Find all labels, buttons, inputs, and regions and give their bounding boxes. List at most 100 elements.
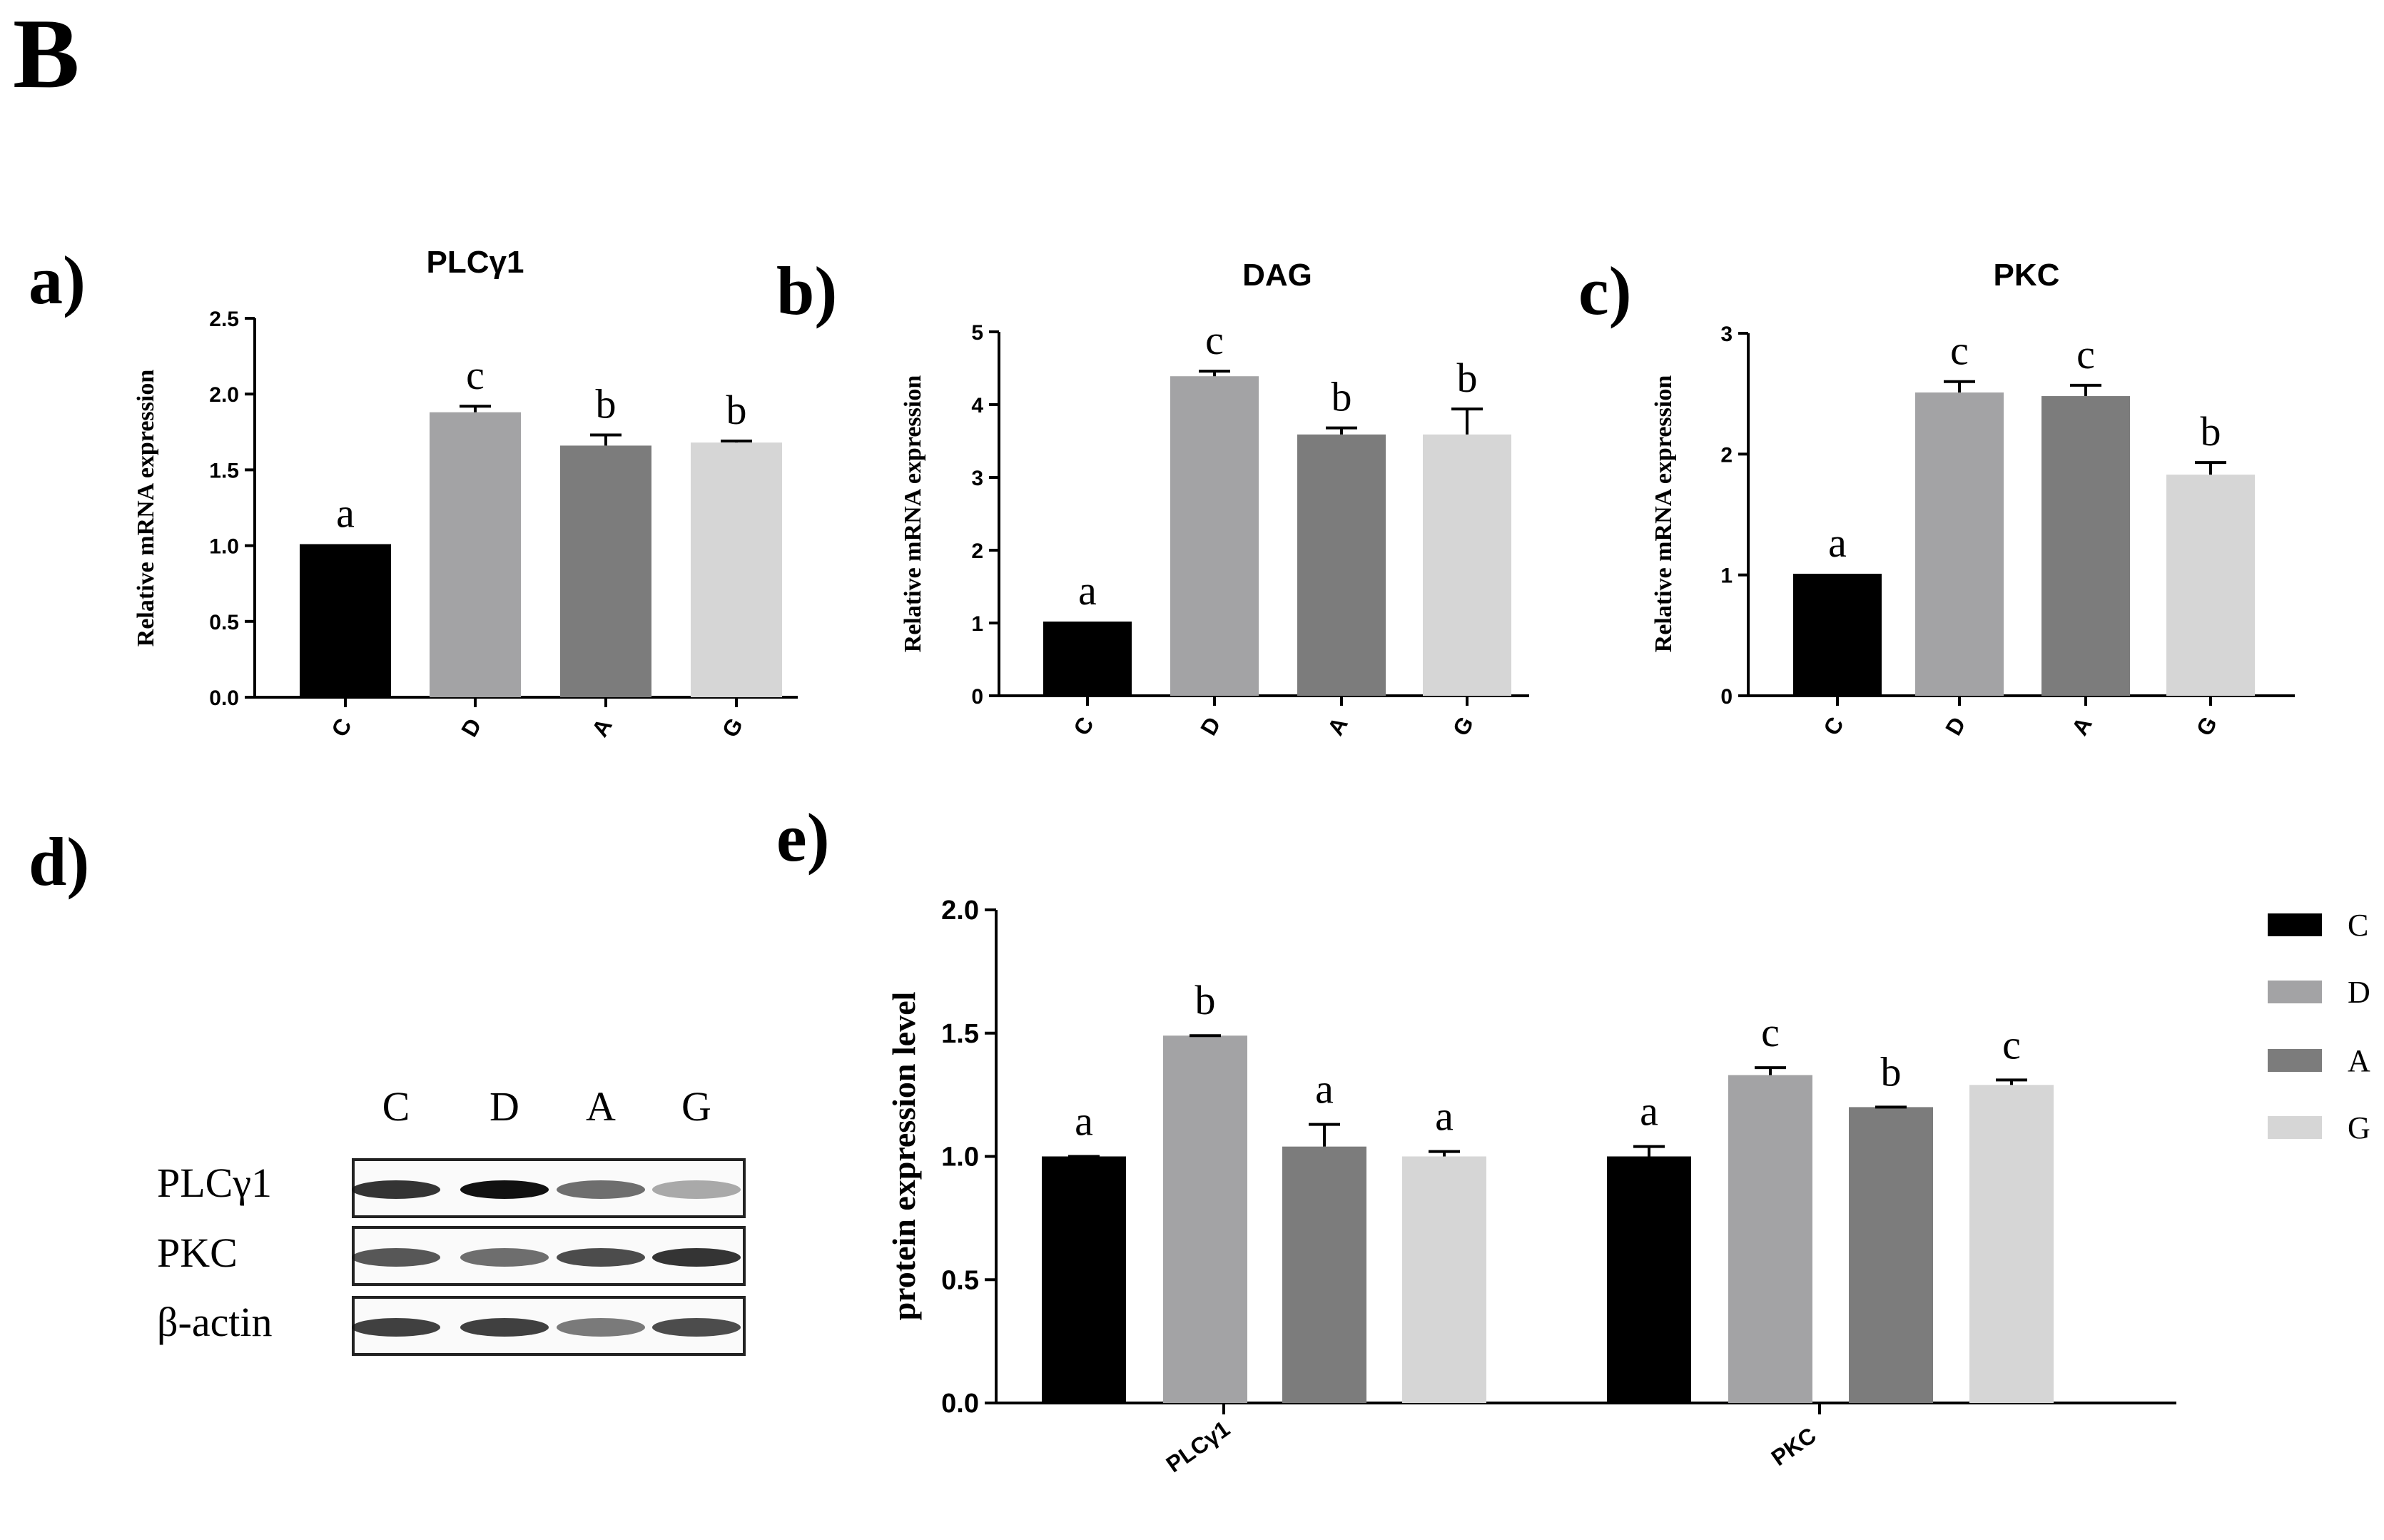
- panel-b-sig-A: b: [1332, 374, 1352, 420]
- panel-b-xtick-G: G: [1448, 712, 1479, 741]
- panel-b-ytick-label: 3: [971, 467, 983, 490]
- panel-a-ytick-label: 1.5: [209, 459, 239, 482]
- panel-a-ytick-label: 2.0: [209, 383, 239, 407]
- panel-c-bar-C: [1793, 573, 1882, 696]
- panel-a-ytick-label: 2.5: [209, 308, 239, 331]
- blot-band-0-0: [352, 1180, 440, 1199]
- panel-e-bar-plcg1-G: [1402, 1156, 1486, 1403]
- panel-a-xtick-A: A: [587, 714, 617, 741]
- panel-a-label: a): [29, 242, 86, 318]
- blot-lane-label-C: C: [382, 1083, 410, 1130]
- panel-e-ytick-label: 0.5: [941, 1265, 979, 1295]
- panel-c-xtick-A: A: [2066, 712, 2097, 739]
- panel-e-ytick-label: 2.0: [941, 896, 979, 926]
- blot-lane-label-G: G: [681, 1083, 711, 1130]
- panel-e-label: e): [776, 799, 830, 876]
- blot-band-0-3: [652, 1180, 741, 1199]
- panel-a-bar-C: [300, 544, 391, 697]
- blot-lane-label-D: D: [490, 1083, 519, 1130]
- panel-b-ytick-label: 1: [971, 612, 983, 636]
- panel-d-label: d): [29, 824, 89, 900]
- panel-b-sig-D: c: [1205, 317, 1224, 363]
- panel-e-ytick-label: 0.0: [941, 1389, 979, 1419]
- blot-row-label-1: PKC: [157, 1230, 238, 1276]
- blot-band-1-3: [652, 1248, 741, 1267]
- panel-d-western-blot: d) C D A G PLCγ1 PKC β-actin: [29, 824, 746, 1356]
- panel-e-sig: a: [1640, 1088, 1658, 1135]
- blot-band-2-1: [460, 1318, 549, 1337]
- panel-c-sig-G: b: [2201, 408, 2221, 455]
- panel-b-xtick-D: D: [1195, 712, 1226, 739]
- panel-a-ytick-label: 0.5: [209, 611, 239, 634]
- panel-c-ytick-label: 3: [1720, 323, 1733, 346]
- panel-a-sig-D: c: [466, 352, 485, 398]
- panel-e-sig: c: [1761, 1009, 1780, 1055]
- legend-label-C: C: [2348, 908, 2368, 943]
- panel-c-xtick-D: D: [1940, 712, 1971, 739]
- panel-e-group-label-1: PKC: [1767, 1422, 1821, 1471]
- panel-c-mrna-pkc: c) PKC 0 1 2 3 Relative mRNA expression a Cc Dc Ab…: [1578, 253, 2295, 740]
- legend-label-A: A: [2348, 1043, 2370, 1078]
- panel-b-ytick-label: 5: [971, 321, 983, 345]
- panel-e-sig: b: [1881, 1048, 1902, 1095]
- panel-b-bar-A: [1297, 434, 1386, 696]
- panel-b-bar-C: [1043, 621, 1132, 696]
- panel-e-group-label-0: PLCγ1: [1162, 1416, 1234, 1478]
- panel-c-ytick-label: 0: [1720, 685, 1733, 709]
- blot-lane-label-A: A: [586, 1083, 616, 1130]
- blot-row-label-2: β-actin: [157, 1299, 273, 1345]
- figure-label: B: [13, 0, 79, 109]
- panel-b-bar-G: [1423, 434, 1511, 696]
- panel-a-ylabel: Relative mRNA expression: [133, 370, 159, 647]
- blot-band-1-0: [352, 1248, 440, 1267]
- panel-a-bar-A: [560, 445, 651, 697]
- panel-b-label: b): [776, 253, 837, 329]
- panel-a-xtick-G: G: [717, 714, 749, 742]
- panel-a-ytick-label: 1.0: [209, 535, 239, 559]
- panel-b-ytick-label: 4: [971, 394, 983, 417]
- panel-b-mrna-dag: b) DAG 0 1 2 3 4 5 Relative mRNA expression a Cc Db…: [776, 253, 1529, 740]
- panel-b-sig-C: a: [1078, 567, 1097, 614]
- blot-row-label-0: PLCγ1: [157, 1160, 272, 1206]
- panel-a-bar-G: [691, 442, 782, 697]
- panel-a-mrna-plcg1: a) PLCγ1 0.0 0.5 1.0 1.5 2.0 2.5 Relative mRNA e…: [29, 242, 798, 741]
- panel-e-sig: a: [1075, 1098, 1093, 1145]
- legend-label-D: D: [2348, 975, 2370, 1010]
- blot-band-0-2: [557, 1180, 645, 1199]
- panel-e-bar-pkc-A: [1849, 1107, 1933, 1403]
- panel-e-bar-pkc-G: [1969, 1085, 2054, 1403]
- legend-swatch-D: [2268, 981, 2322, 1003]
- panel-e-ytick-label: 1.5: [941, 1019, 979, 1049]
- panel-e-sig: b: [1195, 977, 1216, 1023]
- panel-b-title: DAG: [1242, 258, 1312, 293]
- panel-e-sig: a: [1315, 1066, 1334, 1113]
- panel-b-ytick-label: 0: [971, 685, 983, 709]
- panel-a-xtick-C: C: [326, 714, 357, 741]
- panel-c-sig-D: c: [1950, 328, 1969, 374]
- legend-swatch-A: [2268, 1049, 2322, 1072]
- blot-band-1-1: [460, 1248, 549, 1267]
- legend-swatch-G: [2268, 1116, 2322, 1139]
- panel-b-ytick-label: 2: [971, 539, 983, 563]
- panel-c-bar-A: [2041, 396, 2130, 696]
- panel-a-sig-A: b: [596, 381, 617, 427]
- panel-b-xtick-C: C: [1068, 712, 1099, 739]
- panel-e-bar-pkc-C: [1607, 1156, 1691, 1403]
- panel-c-sig-A: c: [2076, 331, 2095, 378]
- panel-a-ytick-label: 0.0: [209, 687, 239, 710]
- panel-e-bar-plcg1-A: [1282, 1146, 1366, 1403]
- panel-c-ytick-label: 2: [1720, 443, 1733, 467]
- panel-a-sig-C: a: [336, 490, 355, 536]
- blot-band-2-3: [652, 1318, 741, 1337]
- panel-b-ylabel: Relative mRNA expression: [900, 375, 926, 653]
- blot-band-2-2: [557, 1318, 645, 1337]
- panel-e-protein-expression: e) 0.0 0.5 1.0 1.5 2.0 protein expression leve…: [776, 799, 2370, 1477]
- panel-e-ytick-label: 1.0: [941, 1143, 979, 1172]
- blot-band-1-2: [557, 1248, 645, 1267]
- panel-c-xtick-G: G: [2191, 712, 2223, 741]
- blot-band-2-0: [352, 1318, 440, 1337]
- panel-c-bar-G: [2166, 475, 2255, 696]
- panel-a-sig-G: b: [726, 387, 747, 433]
- panel-e-bar-plcg1-C: [1042, 1156, 1126, 1403]
